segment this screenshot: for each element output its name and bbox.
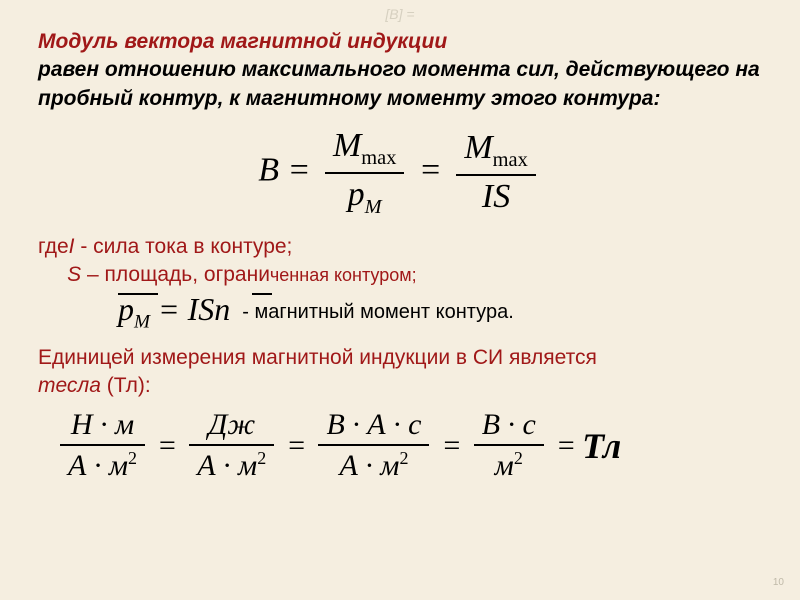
where-var-S: S <box>38 263 81 286</box>
watermark-text: [B] = <box>385 6 414 22</box>
u2-num: Дж <box>189 408 274 446</box>
fraction-1: Mmax pM <box>325 127 404 219</box>
title-rest: равен отношению максимального момента си… <box>38 58 760 109</box>
frac2-den: IS <box>456 176 535 216</box>
where-block: гдеI - сила тока в контуре; S – площадь,… <box>38 233 762 290</box>
vector-bar-n <box>252 293 272 295</box>
unit-frac-3: В · А · с А · м2 <box>318 408 429 483</box>
ueq2: = <box>286 429 306 463</box>
u1-den: А · м <box>68 449 128 482</box>
u3-sup: 2 <box>399 448 408 468</box>
vector-bar-p <box>118 293 158 295</box>
ueq1: = <box>157 429 177 463</box>
pm-is: IS <box>188 291 215 327</box>
main-formula: B = Mmax pM = Mmax IS <box>38 127 762 219</box>
where-line2-a: – площадь, ограни <box>81 263 270 286</box>
title-block: Модуль вектора магнитной индукции равен … <box>38 28 762 113</box>
formula-eq1: = <box>288 152 311 189</box>
pm-psub: M <box>134 312 150 333</box>
u1-num: Н · м <box>60 408 145 446</box>
u1-sup: 2 <box>128 448 137 468</box>
u2-den: А · м <box>197 449 257 482</box>
unit-text: Единицей измерения магнитной индукции в … <box>38 344 762 401</box>
frac2-num-base: M <box>464 129 492 166</box>
title-red-line: Модуль вектора магнитной индукции <box>38 30 447 53</box>
where-prefix: где <box>38 235 69 258</box>
fraction-2: Mmax IS <box>456 129 535 216</box>
frac1-num-sub: max <box>361 147 396 169</box>
pm-p: p <box>118 291 134 327</box>
u2-sup: 2 <box>257 448 266 468</box>
frac1-den-sub: M <box>365 196 382 218</box>
pm-eq: = <box>150 291 188 327</box>
pm-formula: pM = ISn <box>118 291 230 333</box>
frac1-num-base: M <box>333 127 361 164</box>
where-line2-b: ченная контуром; <box>270 265 417 285</box>
units-formula: Н · м А · м2 = Дж А · м2 = В · А · с А ·… <box>54 408 762 483</box>
ueq4: = <box>556 429 576 463</box>
pm-label: - магнитный момент контура. <box>242 301 514 324</box>
where-line1-rest: - сила тока в контуре; <box>75 235 293 258</box>
u4-sup: 2 <box>514 448 523 468</box>
unit-part1: Единицей измерения магнитной индукции в … <box>38 346 597 369</box>
pm-line: pM = ISn - магнитный момент контура. <box>118 291 762 333</box>
unit-frac-2: Дж А · м2 <box>189 408 274 483</box>
frac2-num-sub: max <box>493 149 528 171</box>
formula-eq2: = <box>419 152 442 189</box>
ueq3: = <box>441 429 461 463</box>
unit-part2: (Тл): <box>101 374 151 397</box>
u4-num: В · с <box>474 408 544 446</box>
u4-den: м <box>495 449 514 482</box>
u3-den: А · м <box>339 449 399 482</box>
unit-tesla: тесла <box>38 374 101 397</box>
u3-num: В · А · с <box>318 408 429 446</box>
units-result: Тл <box>582 425 621 467</box>
unit-frac-4: В · с м2 <box>474 408 544 483</box>
frac1-den-base: p <box>348 176 365 213</box>
page-number: 10 <box>773 577 784 588</box>
formula-lhs: B <box>258 152 279 189</box>
unit-frac-1: Н · м А · м2 <box>60 408 145 483</box>
pm-n: n <box>214 291 230 327</box>
